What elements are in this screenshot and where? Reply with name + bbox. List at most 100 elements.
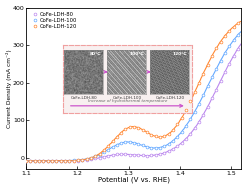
CoFe-LDH-100 (154, 147, 157, 149)
CoFe-LDH-100 (159, 146, 162, 149)
CoFe-LDH-100 (137, 143, 140, 145)
CoFe-LDH-80 (115, 153, 118, 156)
CoFe-LDH-80 (33, 160, 36, 162)
CoFe-LDH-120 (107, 145, 110, 147)
CoFe-LDH-120 (159, 136, 162, 138)
CoFe-LDH-80 (111, 154, 114, 156)
CoFe-LDH-120 (46, 160, 49, 162)
CoFe-LDH-100 (197, 102, 200, 105)
CoFe-LDH-80 (146, 155, 149, 157)
CoFe-LDH-100 (115, 144, 118, 146)
CoFe-LDH-100 (111, 146, 114, 148)
CoFe-LDH-100 (33, 160, 36, 162)
CoFe-LDH-80 (42, 160, 45, 162)
CoFe-LDH-80 (219, 80, 222, 82)
CoFe-LDH-100 (180, 131, 183, 133)
CoFe-LDH-120 (51, 160, 54, 162)
CoFe-LDH-120 (128, 126, 131, 128)
CoFe-LDH-120 (137, 126, 140, 129)
CoFe-LDH-80 (103, 156, 105, 158)
CoFe-LDH-80 (25, 160, 28, 162)
CoFe-LDH-80 (85, 159, 88, 161)
CoFe-LDH-80 (55, 160, 58, 162)
CoFe-LDH-100 (77, 159, 80, 161)
CoFe-LDH-80 (202, 114, 205, 116)
Line: CoFe-LDH-120: CoFe-LDH-120 (25, 22, 239, 162)
CoFe-LDH-80 (163, 152, 166, 154)
CoFe-LDH-80 (128, 153, 131, 156)
CoFe-LDH-100 (124, 141, 127, 143)
CoFe-LDH-80 (107, 155, 110, 157)
CoFe-LDH-120 (210, 55, 213, 57)
CoFe-LDH-120 (176, 123, 179, 125)
CoFe-LDH-80 (81, 159, 84, 161)
CoFe-LDH-80 (176, 145, 179, 147)
CoFe-LDH-80 (171, 148, 174, 150)
CoFe-LDH-100 (98, 153, 101, 156)
CoFe-LDH-100 (25, 160, 28, 162)
CoFe-LDH-120 (223, 35, 226, 37)
CoFe-LDH-120 (77, 159, 80, 162)
CoFe-LDH-80 (68, 160, 71, 162)
CoFe-LDH-120 (154, 135, 157, 138)
CoFe-LDH-120 (25, 160, 28, 162)
CoFe-LDH-100 (59, 160, 62, 162)
CoFe-LDH-100 (63, 160, 66, 162)
CoFe-LDH-120 (68, 160, 71, 162)
CoFe-LDH-100 (85, 158, 88, 160)
CoFe-LDH-100 (206, 85, 209, 88)
CoFe-LDH-100 (94, 155, 97, 157)
CoFe-LDH-100 (185, 125, 187, 127)
CoFe-LDH-120 (171, 129, 174, 131)
CoFe-LDH-80 (193, 127, 196, 129)
CoFe-LDH-120 (111, 140, 114, 143)
CoFe-LDH-100 (236, 34, 239, 36)
CoFe-LDH-120 (89, 157, 92, 159)
CoFe-LDH-100 (55, 160, 58, 162)
CoFe-LDH-80 (89, 158, 92, 160)
CoFe-LDH-120 (98, 153, 101, 155)
CoFe-LDH-120 (215, 47, 218, 50)
CoFe-LDH-120 (163, 135, 166, 137)
Y-axis label: Current Density (mA cm⁻²): Current Density (mA cm⁻²) (5, 49, 12, 128)
CoFe-LDH-100 (38, 160, 41, 162)
CoFe-LDH-120 (94, 155, 97, 157)
CoFe-LDH-100 (146, 146, 149, 148)
CoFe-LDH-80 (141, 154, 144, 157)
CoFe-LDH-100 (81, 158, 84, 161)
CoFe-LDH-80 (51, 160, 54, 162)
CoFe-LDH-80 (29, 160, 32, 162)
CoFe-LDH-120 (38, 160, 41, 162)
CoFe-LDH-120 (55, 160, 58, 162)
CoFe-LDH-100 (107, 149, 110, 151)
CoFe-LDH-100 (219, 60, 222, 62)
CoFe-LDH-120 (206, 64, 209, 66)
CoFe-LDH-120 (85, 158, 88, 160)
CoFe-LDH-100 (232, 39, 235, 41)
CoFe-LDH-120 (120, 131, 123, 134)
CoFe-LDH-100 (29, 160, 32, 162)
CoFe-LDH-80 (46, 160, 49, 162)
Legend: CoFe-LDH-80, CoFe-LDH-100, CoFe-LDH-120: CoFe-LDH-80, CoFe-LDH-100, CoFe-LDH-120 (31, 12, 77, 29)
CoFe-LDH-100 (42, 160, 45, 162)
CoFe-LDH-100 (193, 111, 196, 113)
CoFe-LDH-100 (133, 142, 136, 144)
CoFe-LDH-100 (171, 139, 174, 142)
CoFe-LDH-100 (167, 143, 170, 145)
CoFe-LDH-80 (228, 63, 231, 65)
CoFe-LDH-120 (236, 22, 239, 24)
CoFe-LDH-120 (63, 160, 66, 162)
CoFe-LDH-80 (167, 150, 170, 152)
CoFe-LDH-120 (81, 159, 84, 161)
CoFe-LDH-120 (29, 160, 32, 162)
CoFe-LDH-100 (89, 157, 92, 159)
CoFe-LDH-80 (232, 55, 235, 57)
CoFe-LDH-80 (215, 88, 218, 91)
CoFe-LDH-80 (223, 71, 226, 73)
CoFe-LDH-120 (197, 82, 200, 84)
CoFe-LDH-120 (146, 131, 149, 133)
CoFe-LDH-120 (228, 30, 231, 32)
CoFe-LDH-80 (98, 157, 101, 159)
CoFe-LDH-80 (38, 160, 41, 162)
CoFe-LDH-100 (128, 141, 131, 143)
